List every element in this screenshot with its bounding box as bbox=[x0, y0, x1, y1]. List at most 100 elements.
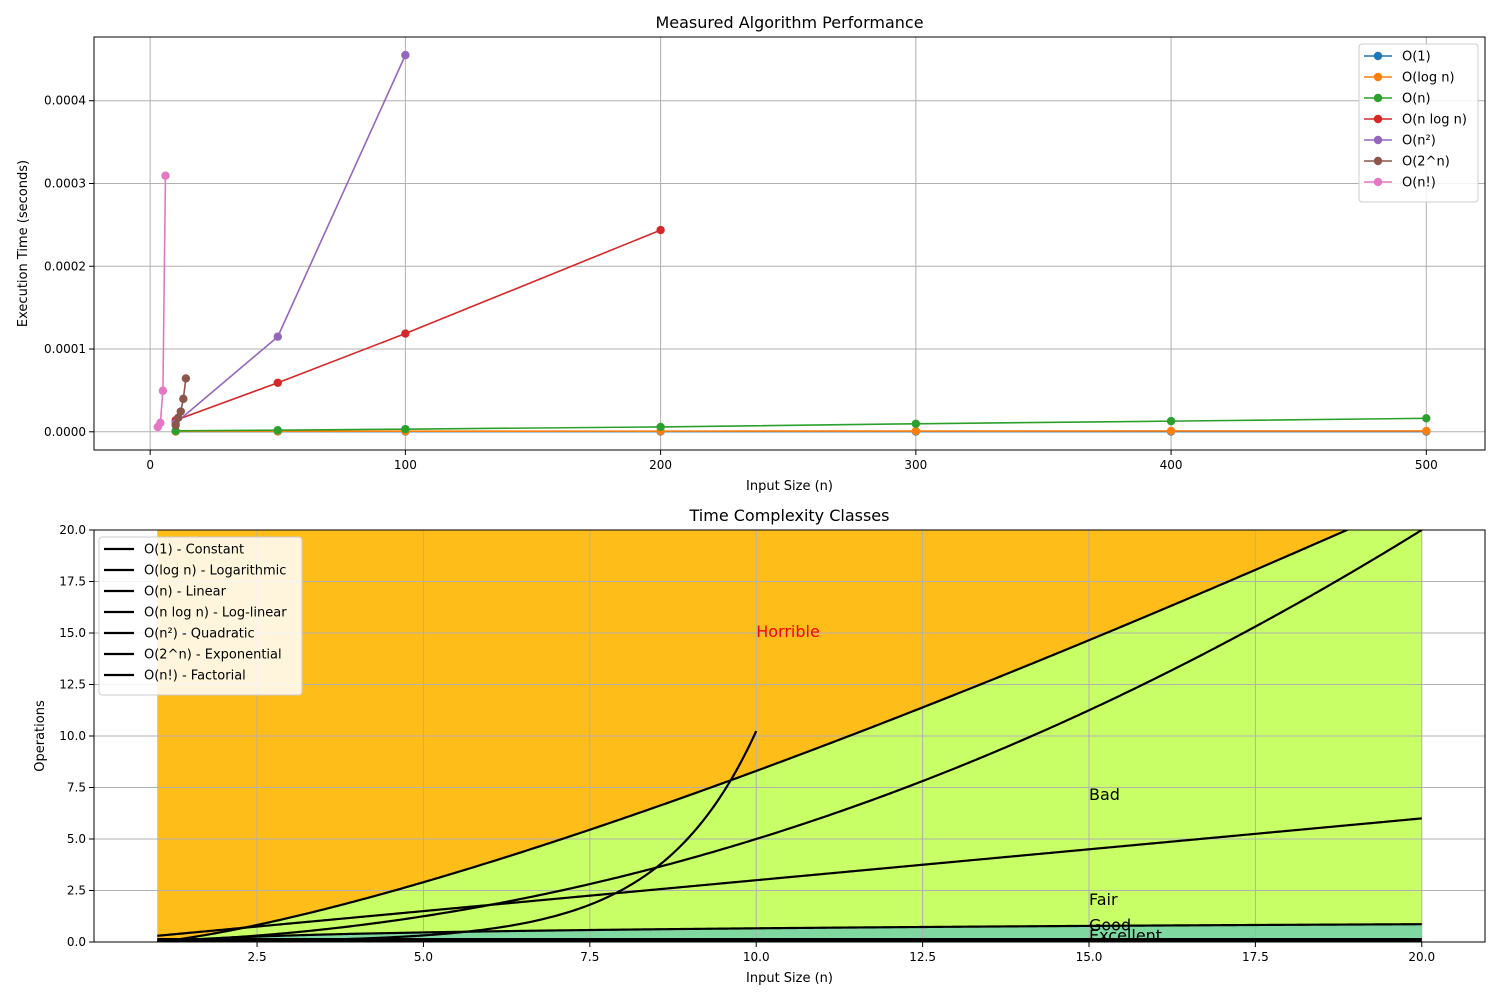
chart1-data-point bbox=[176, 407, 185, 416]
chart1-data-point bbox=[156, 418, 165, 428]
chart1-data-point bbox=[656, 225, 665, 235]
chart1-y-tick-label: 0.0002 bbox=[44, 259, 86, 273]
chart1-legend-label: O(n²) bbox=[1402, 134, 1436, 149]
chart1-y-tick-label: 0.0001 bbox=[44, 342, 86, 356]
chart1-data-point bbox=[656, 422, 665, 432]
chart2-y-tick-label: 17.5 bbox=[59, 575, 86, 589]
chart2-grid bbox=[94, 529, 1485, 943]
chart1-x-axis-label: Input Size (n) bbox=[746, 479, 833, 494]
chart2-legend-box bbox=[98, 536, 303, 696]
chart2-y-axis-label: Operations bbox=[33, 700, 48, 772]
chart1-data-point bbox=[158, 386, 168, 395]
chart1-legend-marker bbox=[1373, 72, 1383, 82]
chart2-x-tick-label: 10.0 bbox=[743, 950, 770, 964]
chart1-x-tick-label: 0 bbox=[146, 458, 154, 472]
chart2-x-tick-label: 17.5 bbox=[1242, 950, 1269, 964]
chart1-series bbox=[153, 50, 1431, 436]
chart2-y-tick-label: 2.5 bbox=[67, 884, 86, 898]
chart2-y-tick-label: 7.5 bbox=[67, 781, 86, 795]
chart1-data-point bbox=[911, 426, 921, 436]
chart1-legend-marker bbox=[1373, 93, 1383, 103]
chart2-region-label: Good bbox=[1089, 916, 1131, 935]
chart2-curve-logarithmic bbox=[157, 923, 1422, 942]
chart1-frame bbox=[93, 36, 1486, 451]
chart1-data-point bbox=[1166, 426, 1176, 436]
chart1-x-tick-label: 400 bbox=[1160, 458, 1183, 472]
chart1-legend-marker bbox=[1373, 114, 1383, 124]
chart1-legend-marker bbox=[1373, 135, 1383, 145]
chart1-data-point bbox=[911, 419, 921, 428]
chart2-curve-quadratic bbox=[157, 530, 1423, 942]
chart2-curve-exponential bbox=[157, 730, 758, 942]
chart2-legend-label: O(n²) - Quadratic bbox=[144, 627, 255, 642]
chart2-ticks: 2.5 5.0 7.5 10.0 12.5 15.0 17.5 20.0 0.0 2.5 5.0 7.… bbox=[59, 523, 1435, 964]
chart1-data-point bbox=[1166, 416, 1176, 426]
chart2-y-tick-label: 10.0 bbox=[59, 729, 86, 743]
chart2-legend-label: O(1) - Constant bbox=[144, 543, 244, 558]
chart2-curve-loglinear bbox=[157, 530, 1350, 942]
chart1-data-point bbox=[401, 50, 410, 60]
chart1-data-point bbox=[1422, 426, 1431, 436]
chart2-curve-linear bbox=[157, 817, 1422, 937]
chart1-legend-label: O(2^n) bbox=[1402, 155, 1450, 170]
chart1-data-point bbox=[273, 426, 282, 435]
chart2-x-tick-label: 15.0 bbox=[1076, 950, 1103, 964]
chart1-title: Measured Algorithm Performance bbox=[655, 13, 923, 32]
chart1-data-point bbox=[273, 332, 282, 341]
chart2-y-tick-label: 0.0 bbox=[67, 935, 86, 949]
chart1-x-tick-label: 100 bbox=[394, 458, 417, 472]
chart2-region-label: Fair bbox=[1089, 890, 1118, 909]
chart2-region-label: Excellent bbox=[1089, 926, 1162, 945]
chart2-x-tick-label: 12.5 bbox=[909, 950, 936, 964]
chart1-y-axis-label: Execution Time (seconds) bbox=[16, 160, 31, 327]
chart1-legend-label: O(log n) bbox=[1402, 71, 1455, 86]
chart2-y-tick-label: 12.5 bbox=[59, 678, 86, 692]
chart1-data-point bbox=[171, 420, 180, 430]
chart1-data-point bbox=[161, 171, 170, 180]
chart2-region-label: Horrible bbox=[756, 622, 820, 641]
chart2-region-label: Bad bbox=[1089, 785, 1120, 804]
chart2-x-tick-label: 5.0 bbox=[414, 950, 433, 964]
chart1-legend-marker bbox=[1373, 177, 1383, 187]
chart1-legend-label: O(n!) bbox=[1402, 176, 1436, 191]
chart1-legend-marker bbox=[1373, 156, 1383, 166]
chart1-legend-marker bbox=[1373, 51, 1383, 61]
chart2-y-tick-label: 5.0 bbox=[67, 832, 86, 846]
chart2-curves bbox=[157, 530, 1423, 942]
chart2-x-tick-label: 20.0 bbox=[1408, 950, 1435, 964]
chart1-data-point bbox=[273, 378, 282, 387]
chart1-legend-box bbox=[1358, 43, 1479, 203]
chart1-y-tick-label: 0.0000 bbox=[44, 425, 86, 439]
chart1-x-tick-label: 200 bbox=[649, 458, 672, 472]
chart1-ticks: 0 100 200 300 400 500 0.0000 0.0001 0.0002 0.0003… bbox=[44, 94, 1438, 472]
chart2-legend-label: O(n log n) - Log-linear bbox=[144, 606, 287, 621]
chart2-title: Time Complexity Classes bbox=[689, 506, 890, 525]
chart1-data-point bbox=[181, 374, 191, 383]
chart2-x-tick-label: 2.5 bbox=[248, 950, 267, 964]
chart2-legend-label: O(2^n) - Exponential bbox=[144, 648, 282, 663]
chart1-data-point bbox=[179, 394, 188, 404]
chart2-x-axis-label: Input Size (n) bbox=[746, 971, 833, 986]
chart1-data-point bbox=[401, 424, 410, 434]
chart2-y-tick-label: 20.0 bbox=[59, 523, 86, 537]
chart-measured-performance: 0 100 200 300 400 500 0.0000 0.0001 0.0002 0.0003… bbox=[16, 13, 1486, 494]
chart1-x-tick-label: 500 bbox=[1415, 458, 1438, 472]
chart2-legend-label: O(log n) - Logarithmic bbox=[144, 564, 286, 579]
chart1-legend-label: O(1) bbox=[1402, 50, 1431, 65]
chart2-legend: O(1) - Constant O(log n) - Logarithmic O(n… bbox=[98, 536, 303, 696]
chart1-legend-label: O(n log n) bbox=[1402, 113, 1467, 128]
chart2-fill-good bbox=[157, 924, 1422, 942]
chart1-x-tick-label: 300 bbox=[904, 458, 927, 472]
chart1-legend-label: O(n) bbox=[1402, 92, 1431, 107]
chart1-y-tick-label: 0.0004 bbox=[44, 94, 86, 108]
chart2-legend-label: O(n) - Linear bbox=[144, 585, 227, 600]
chart2-x-tick-label: 7.5 bbox=[580, 950, 599, 964]
chart1-series-line bbox=[175, 229, 661, 421]
chart1-legend: O(1) O(log n) O(n) O(n log n) O(n²) O(2^n) O(n… bbox=[1358, 43, 1479, 203]
chart2-y-tick-label: 15.0 bbox=[59, 626, 86, 640]
chart1-y-tick-label: 0.0003 bbox=[44, 176, 86, 190]
chart1-data-point bbox=[401, 329, 410, 338]
